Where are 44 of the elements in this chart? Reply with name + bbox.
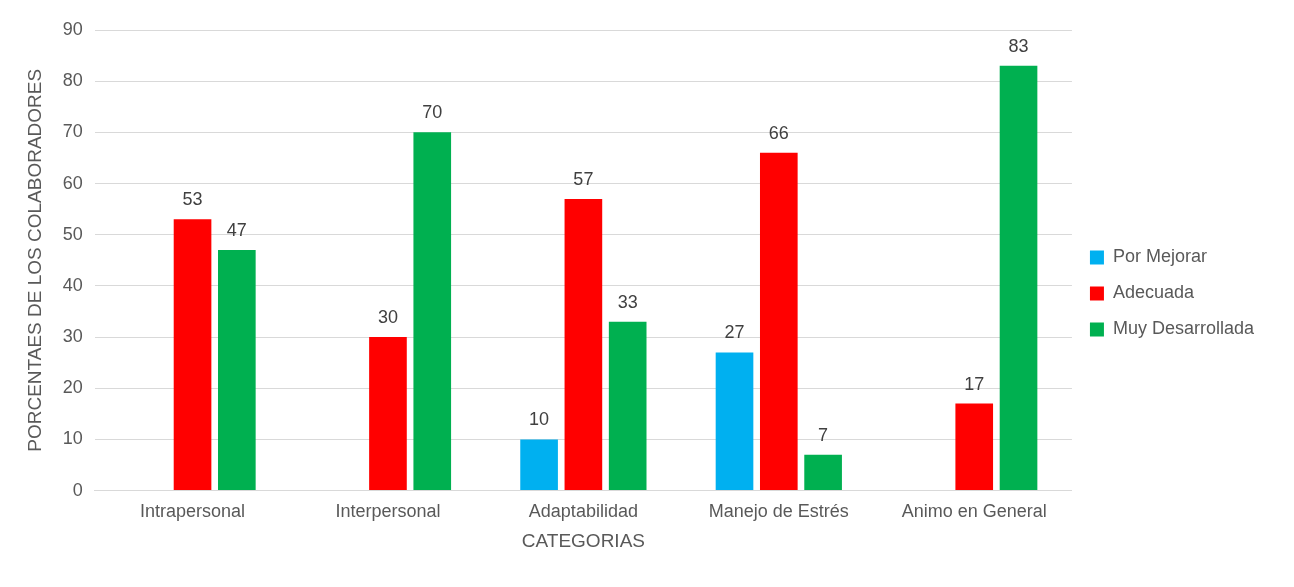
- x-tick-label: Animo en General: [901, 501, 1047, 522]
- data-label: 33: [617, 291, 638, 312]
- y-tick-label: 40: [62, 274, 83, 295]
- data-label: 66: [768, 122, 789, 143]
- bar: [759, 152, 798, 491]
- data-label: 7: [818, 424, 829, 445]
- data-label: 70: [422, 102, 443, 123]
- y-axis-title: PORCENTAES DE LOS COLABORADORES: [23, 68, 45, 452]
- bar: [173, 219, 212, 491]
- bar: [413, 132, 452, 491]
- bar: [520, 439, 558, 491]
- y-tick-label: 10: [62, 428, 83, 449]
- y-tick-label: 70: [62, 121, 83, 142]
- x-tick-label: Manejo de Estrés: [708, 501, 849, 522]
- y-tick-label: 0: [72, 479, 83, 500]
- y-tick-label: 20: [62, 377, 83, 398]
- legend-label: Adecuada: [1112, 282, 1195, 303]
- data-label: 47: [226, 220, 247, 241]
- y-tick-label: 30: [62, 326, 83, 347]
- bar: [608, 321, 647, 491]
- x-tick-label: Intrapersonal: [139, 501, 246, 522]
- data-label: 27: [724, 322, 745, 343]
- y-tick-label: 60: [62, 172, 83, 193]
- y-tick-label: 80: [62, 70, 83, 91]
- data-label: 53: [182, 189, 203, 210]
- bar: [955, 403, 994, 491]
- x-tick-label: Adaptabilidad: [528, 501, 638, 522]
- x-tick-label: Interpersonal: [335, 501, 441, 522]
- bar: [999, 65, 1038, 491]
- data-label: 17: [964, 373, 985, 394]
- legend-label: Muy Desarrollada: [1112, 318, 1255, 339]
- bar: [564, 198, 603, 491]
- bar: [804, 454, 842, 491]
- bar: [218, 250, 256, 491]
- data-label: 10: [529, 409, 550, 430]
- y-tick-label: 90: [62, 18, 83, 39]
- x-axis-title: CATEGORIAS: [521, 529, 645, 551]
- data-label: 57: [573, 168, 594, 189]
- data-label: 83: [1008, 35, 1029, 56]
- y-tick-label: 50: [62, 223, 83, 244]
- data-label: 30: [377, 307, 398, 328]
- bar: [715, 352, 754, 491]
- legend-label: Por Mejorar: [1112, 246, 1207, 267]
- bar: [369, 337, 407, 491]
